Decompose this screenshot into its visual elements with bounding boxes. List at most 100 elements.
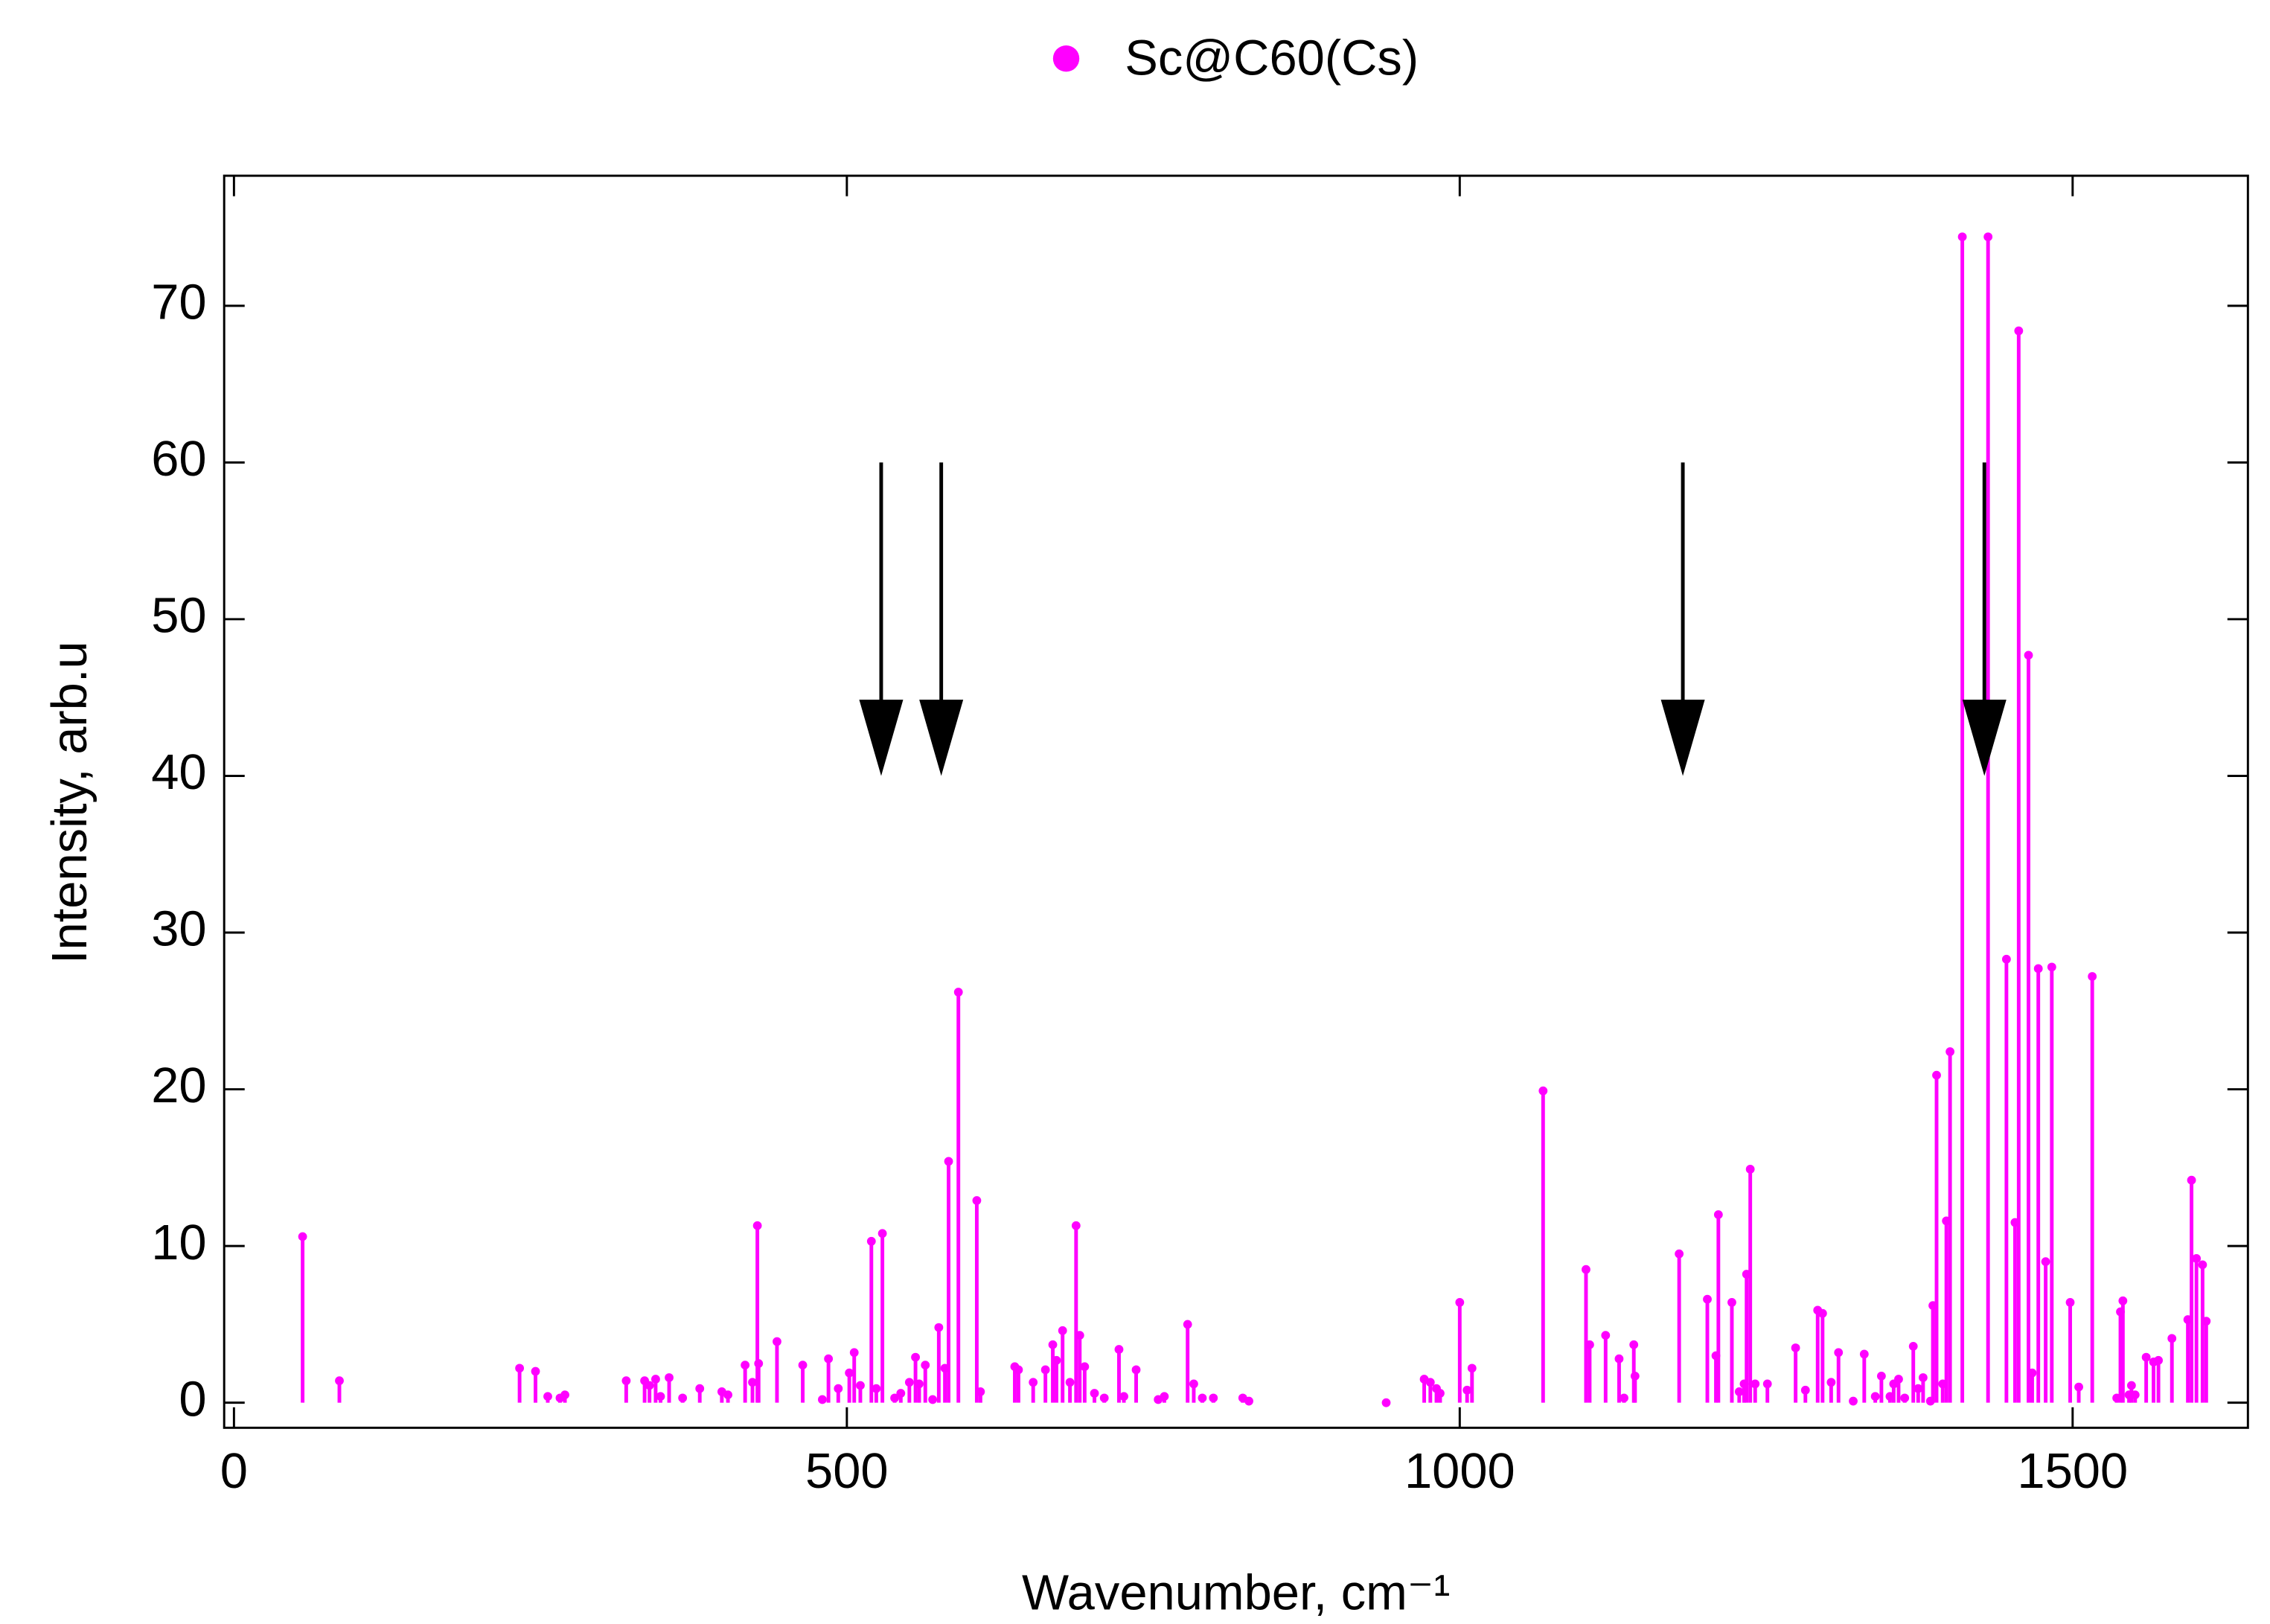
stem-marker	[1052, 1355, 1061, 1365]
stem-marker	[1727, 1298, 1736, 1307]
stem-marker	[1189, 1379, 1198, 1389]
stem-marker	[1859, 1349, 1869, 1359]
stem-marker	[2033, 964, 2043, 974]
stem-marker	[2024, 650, 2033, 660]
stem-marker	[1946, 1047, 1955, 1056]
stem-marker	[872, 1384, 881, 1393]
stem-marker	[1713, 1210, 1723, 1219]
stem-marker	[1751, 1379, 1760, 1389]
stem-marker	[1381, 1398, 1391, 1407]
stem-marker	[2187, 1175, 2196, 1185]
stem-marker	[1629, 1340, 1639, 1349]
stem-marker	[741, 1361, 750, 1370]
y-tick-label: 60	[151, 431, 206, 487]
stem-marker	[849, 1348, 859, 1358]
stem-marker	[1462, 1385, 1472, 1395]
stem-marker	[678, 1393, 688, 1403]
stem-marker	[1058, 1326, 1067, 1335]
stem-marker	[1703, 1294, 1712, 1304]
stem-marker	[1675, 1249, 1684, 1259]
stem-marker	[2167, 1334, 2177, 1343]
stem-marker	[1762, 1379, 1772, 1389]
stem-marker	[1957, 232, 1967, 242]
stem-marker	[953, 988, 963, 997]
stem-marker	[1467, 1364, 1477, 1373]
stem-marker	[651, 1375, 660, 1384]
stem-marker	[2014, 326, 2024, 336]
stem-marker	[1791, 1343, 1800, 1352]
stem-marker	[2041, 1257, 2050, 1267]
stem-marker	[1075, 1331, 1084, 1340]
arrow-head	[1660, 700, 1705, 776]
stem-marker	[1065, 1378, 1075, 1387]
stem-marker	[1099, 1393, 1109, 1403]
stem-marker	[665, 1373, 674, 1382]
stem-marker	[834, 1384, 843, 1393]
stem-marker	[1614, 1354, 1624, 1364]
y-tick-label: 50	[151, 588, 206, 644]
stem-marker	[335, 1376, 344, 1386]
arrow-head	[919, 700, 964, 776]
stem-marker	[515, 1364, 525, 1373]
stem-marker	[1160, 1392, 1169, 1401]
stem-marker	[1244, 1396, 1253, 1406]
stem-marker	[1983, 232, 1993, 242]
stem-marker	[1209, 1393, 1218, 1403]
stem-marker	[621, 1376, 631, 1386]
x-tick-label: 1500	[2017, 1443, 2128, 1499]
stem-marker	[2047, 962, 2056, 972]
stem-marker	[543, 1392, 552, 1401]
stem-marker	[1826, 1378, 1836, 1387]
stem-marker	[773, 1337, 781, 1346]
stem-marker	[1894, 1375, 1903, 1384]
stem-marker	[921, 1361, 930, 1370]
stem-marker	[1932, 1070, 1941, 1080]
stem-marker	[845, 1368, 854, 1378]
stem-marker	[1198, 1393, 1207, 1403]
legend-label: Sc@C60(Cs)	[1125, 30, 1419, 86]
stem-marker	[818, 1395, 827, 1404]
stem-marker	[856, 1381, 865, 1390]
stem-marker	[1080, 1362, 1090, 1372]
y-tick-label: 10	[151, 1215, 206, 1270]
stem-marker	[1876, 1371, 1886, 1381]
stem-marker	[1538, 1086, 1548, 1096]
stem-marker	[2065, 1298, 2075, 1307]
stem-marker	[1620, 1393, 1628, 1403]
stem-marker	[1090, 1389, 1099, 1398]
stem-marker	[976, 1387, 985, 1396]
stem-marker	[1114, 1345, 1124, 1354]
stem-marker	[1183, 1320, 1192, 1329]
x-tick-label: 1000	[1404, 1443, 1515, 1499]
stem-marker	[2027, 1368, 2037, 1378]
x-axis-label: Wavenumber, cm⁻¹	[1022, 1564, 1450, 1620]
x-tick-label: 0	[220, 1443, 248, 1499]
y-axis-label: Intensity, arb.u	[42, 641, 97, 964]
stem-marker	[752, 1221, 762, 1230]
stem-marker	[798, 1361, 808, 1370]
y-tick-label: 20	[151, 1058, 206, 1113]
stem-marker	[972, 1196, 982, 1205]
stem-marker	[1425, 1378, 1435, 1387]
stem-marker	[896, 1389, 906, 1398]
stem-marker	[2001, 954, 2011, 964]
stem-marker	[748, 1378, 757, 1387]
stem-marker	[645, 1381, 654, 1390]
stem-marker	[723, 1390, 732, 1400]
stem-marker	[1455, 1298, 1465, 1307]
stem-marker	[911, 1352, 920, 1362]
stem-marker	[2141, 1352, 2151, 1362]
stem-marker	[1630, 1371, 1640, 1381]
stem-marker	[1071, 1221, 1081, 1230]
stem-marker	[1040, 1365, 1050, 1375]
stem-marker	[1849, 1396, 1858, 1406]
y-tick-label: 70	[151, 275, 206, 330]
stem-marker	[877, 1229, 887, 1238]
stem-marker	[695, 1384, 705, 1393]
stem-marker	[1585, 1340, 1594, 1349]
stem-marker	[1131, 1365, 1141, 1375]
stem-marker	[1800, 1385, 1810, 1395]
stem-marker	[1745, 1165, 1755, 1174]
